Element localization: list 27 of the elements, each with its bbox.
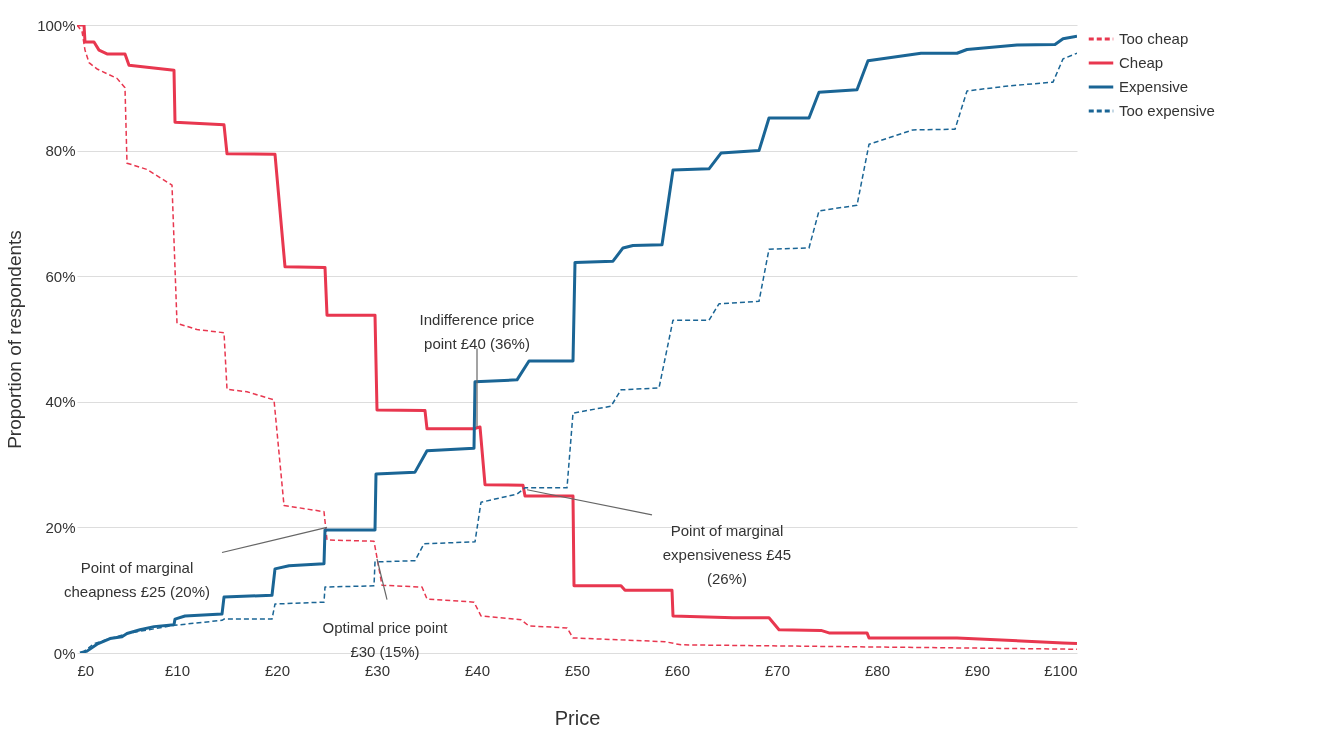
y-axis-title: Proportion of respondents xyxy=(4,230,26,449)
annotation: Point of marginal expensiveness £45 (26%) xyxy=(662,521,792,587)
y-tick-label: 60% xyxy=(45,267,76,285)
y-tick-label: 0% xyxy=(53,644,76,662)
legend-label: Cheap xyxy=(1119,54,1164,71)
x-tick-label: £100 xyxy=(1044,661,1078,679)
y-tick-label: 80% xyxy=(45,142,76,160)
x-tick-label: £20 xyxy=(264,661,291,679)
x-tick-label: £10 xyxy=(164,661,191,679)
x-axis-title: Price xyxy=(554,706,601,729)
y-tick-label: 100% xyxy=(37,16,76,34)
x-tick-label: £40 xyxy=(464,661,491,679)
annotation: Point of marginal cheapness £25 (20%) xyxy=(64,559,210,601)
legend-label: Too cheap xyxy=(1119,30,1189,47)
x-tick-label: £80 xyxy=(864,661,891,679)
x-tick-label: £60 xyxy=(664,661,691,679)
y-tick-label: 40% xyxy=(45,393,76,411)
legend-label: Expensive xyxy=(1119,78,1189,95)
x-tick-label: £30 xyxy=(364,661,391,679)
annotation: Indifference price point £40 (36%) xyxy=(419,311,535,353)
x-tick-label: £70 xyxy=(764,661,791,679)
y-tick-label: 20% xyxy=(45,518,76,536)
annotation: Optimal price point £30 (15%) xyxy=(322,618,449,660)
x-tick-label: £50 xyxy=(564,661,591,679)
legend-label: Too expensive xyxy=(1119,102,1215,119)
x-tick-label: £90 xyxy=(964,661,991,679)
x-tick-label: £0 xyxy=(77,661,95,679)
